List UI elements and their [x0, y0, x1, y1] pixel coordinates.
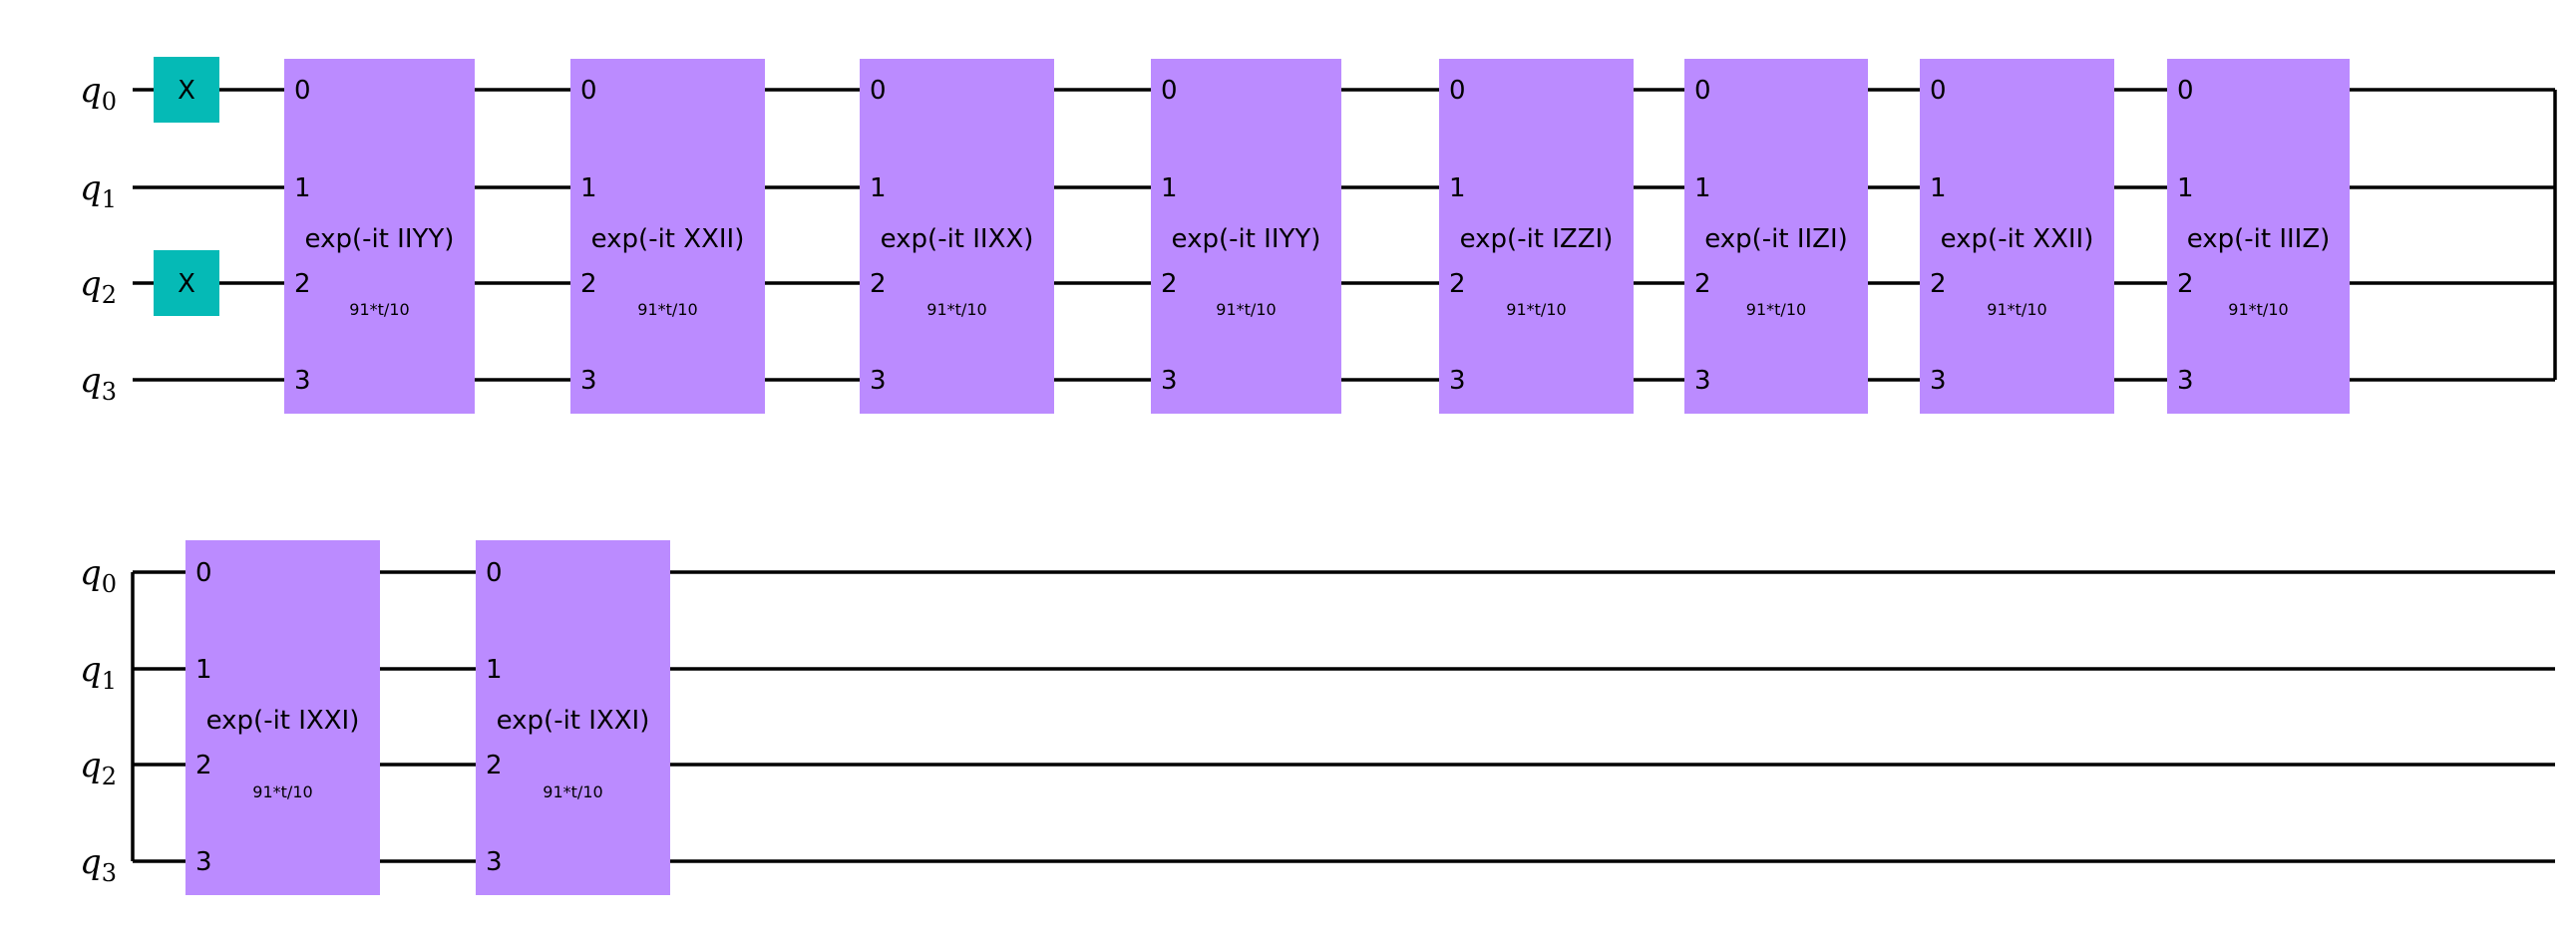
circuit-row-1: q0 q1 q2 q3 X X 0 1 2 3 exp(-it IIYY) 91*t/10 0 1 2 3 ex…	[80, 57, 2557, 414]
exp-gate-param: 91*t/10	[1987, 300, 2046, 319]
gate-pin-label: 1	[294, 173, 311, 203]
gate-pin-label: 1	[1161, 173, 1178, 203]
gate-pin-label: 2	[486, 751, 503, 780]
x-gate-label: X	[178, 76, 195, 106]
gate-pin-label: 1	[1694, 173, 1711, 203]
gate-pin-label: 3	[195, 847, 212, 877]
gate-pin-label: 3	[1694, 366, 1711, 396]
gate-pin-label: 3	[294, 366, 311, 396]
exp-gate-box	[284, 59, 475, 414]
exp-gate-label: exp(-it IZZI)	[1460, 224, 1614, 254]
exp-gate: 0 1 2 3 exp(-it IIZI) 91*t/10	[1684, 59, 1868, 414]
gate-pin-label: 2	[1930, 269, 1947, 299]
gate-pin-label: 0	[195, 558, 212, 588]
exp-gate-box	[2167, 59, 2350, 414]
qubit-label-q0: q0	[80, 71, 117, 116]
qubit-label-q2: q2	[80, 264, 117, 309]
qubit-label-q1: q1	[80, 650, 117, 695]
gate-pin-label: 0	[486, 558, 503, 588]
exp-gate-label: exp(-it IIYY)	[305, 224, 455, 254]
exp-gate: 0 1 2 3 exp(-it XXII) 91*t/10	[570, 59, 765, 414]
exp-gate-box	[1684, 59, 1868, 414]
gate-pin-label: 1	[486, 655, 503, 685]
x-gate-box	[154, 57, 219, 123]
qubit-label-q1: q1	[80, 168, 117, 213]
x-gate-label: X	[178, 269, 195, 299]
gate-pin-label: 3	[580, 366, 597, 396]
exp-gate: 0 1 2 3 exp(-it IIYY) 91*t/10	[1151, 59, 1341, 414]
gate-pin-label: 2	[1161, 269, 1178, 299]
exp-gate-label: exp(-it IXXI)	[206, 706, 360, 736]
exp-gate-param: 91*t/10	[1216, 300, 1276, 319]
exp-gate-param: 91*t/10	[349, 300, 409, 319]
exp-gate: 0 1 2 3 exp(-it IIXX) 91*t/10	[860, 59, 1054, 414]
exp-gate-box	[1151, 59, 1341, 414]
gate-pin-label: 0	[294, 76, 311, 106]
exp-gate-label: exp(-it IIIZ)	[2187, 224, 2331, 254]
gate-pin-label: 0	[1694, 76, 1711, 106]
exp-gate-box	[570, 59, 765, 414]
gate-pin-label: 2	[580, 269, 597, 299]
exp-gate-box	[476, 540, 670, 895]
exp-gate-param: 91*t/10	[926, 300, 986, 319]
gate-pin-label: 1	[2177, 173, 2194, 203]
gate-pin-label: 3	[486, 847, 503, 877]
gate-pin-label: 2	[195, 751, 212, 780]
gate-pin-label: 0	[1930, 76, 1947, 106]
gate-pin-label: 1	[580, 173, 597, 203]
gate-pin-label: 3	[1161, 366, 1178, 396]
gate-pin-label: 3	[2177, 366, 2194, 396]
exp-gate-label: exp(-it IXXI)	[497, 706, 650, 736]
gate-pin-label: 1	[870, 173, 887, 203]
exp-gate-param: 91*t/10	[543, 782, 602, 801]
x-gate-q0: X	[154, 57, 219, 123]
exp-gate-label: exp(-it XXII)	[1941, 224, 2094, 254]
exp-gate-box	[1439, 59, 1634, 414]
gate-pin-label: 1	[1930, 173, 1947, 203]
circuit-row-2: q0 q1 q2 q3 0 1 2 3 exp(-it IXXI) 91*t/10 0 1 2 3 exp(…	[80, 540, 2555, 895]
exp-gate: 0 1 2 3 exp(-it IIYY) 91*t/10	[284, 59, 475, 414]
exp-gate: 0 1 2 3 exp(-it IXXI) 91*t/10	[476, 540, 670, 895]
exp-gate: 0 1 2 3 exp(-it IZZI) 91*t/10	[1439, 59, 1634, 414]
qubit-label-q3: q3	[80, 842, 117, 887]
exp-gate-param: 91*t/10	[1746, 300, 1806, 319]
gate-pin-label: 2	[1449, 269, 1466, 299]
exp-gate-label: exp(-it XXII)	[591, 224, 745, 254]
exp-gate-label: exp(-it IIXX)	[881, 224, 1034, 254]
exp-gate-box	[1920, 59, 2114, 414]
gate-pin-label: 2	[1694, 269, 1711, 299]
exp-gate-param: 91*t/10	[1506, 300, 1566, 319]
gate-pin-label: 0	[580, 76, 597, 106]
gate-pin-label: 2	[2177, 269, 2194, 299]
exp-gate-label: exp(-it IIZI)	[1704, 224, 1848, 254]
gate-pin-label: 2	[294, 269, 311, 299]
gate-pin-label: 1	[195, 655, 212, 685]
exp-gate-box	[860, 59, 1054, 414]
gate-pin-label: 1	[1449, 173, 1466, 203]
gate-pin-label: 3	[1449, 366, 1466, 396]
gate-pin-label: 0	[1161, 76, 1178, 106]
qubit-label-q3: q3	[80, 361, 117, 406]
gate-pin-label: 3	[1930, 366, 1947, 396]
exp-gate-label: exp(-it IIYY)	[1172, 224, 1321, 254]
gate-pin-label: 0	[2177, 76, 2194, 106]
gate-pin-label: 0	[870, 76, 887, 106]
qubit-label-q2: q2	[80, 746, 117, 790]
gate-pin-label: 2	[870, 269, 887, 299]
exp-gate-param: 91*t/10	[2228, 300, 2288, 319]
x-gate-q2: X	[154, 250, 219, 316]
exp-gate-param: 91*t/10	[252, 782, 312, 801]
exp-gate: 0 1 2 3 exp(-it XXII) 91*t/10	[1920, 59, 2114, 414]
gate-pin-label: 0	[1449, 76, 1466, 106]
x-gate-box	[154, 250, 219, 316]
exp-gate-param: 91*t/10	[637, 300, 697, 319]
qubit-label-q0: q0	[80, 553, 117, 598]
gate-pin-label: 3	[870, 366, 887, 396]
exp-gate: 0 1 2 3 exp(-it IIIZ) 91*t/10	[2167, 59, 2350, 414]
exp-gate: 0 1 2 3 exp(-it IXXI) 91*t/10	[185, 540, 380, 895]
exp-gate-box	[185, 540, 380, 895]
